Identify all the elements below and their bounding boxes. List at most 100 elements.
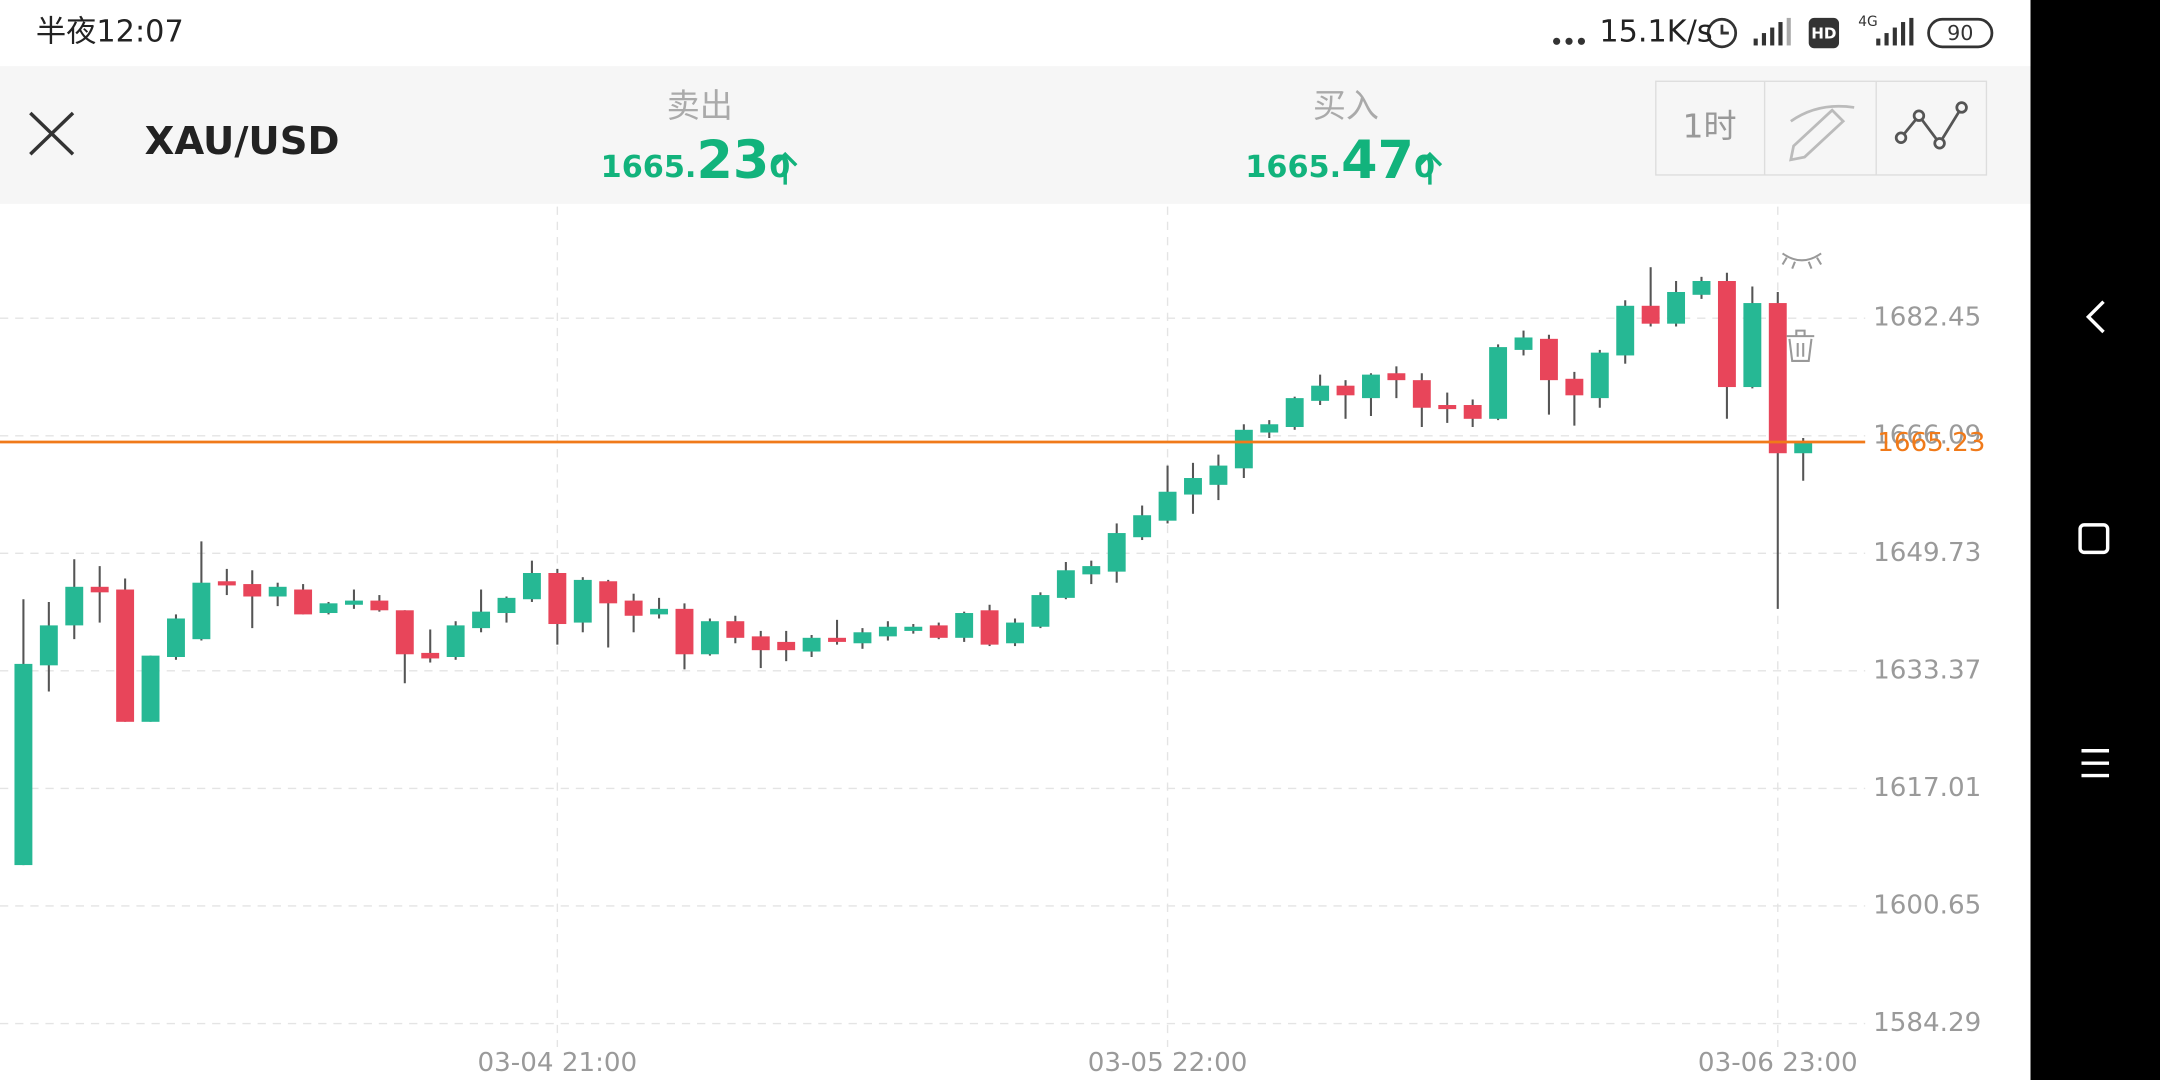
candle-body xyxy=(675,608,694,655)
candle-body xyxy=(1311,385,1330,401)
y-tick-label: 1617.01 xyxy=(1873,773,1981,803)
candle-body xyxy=(294,589,313,615)
candle-body xyxy=(1336,385,1355,396)
candle-body xyxy=(726,621,745,638)
x-tick-label: 03-05 22:00 xyxy=(1088,1048,1248,1078)
buy-price-main: 1665. xyxy=(1245,150,1341,185)
candle-body xyxy=(955,613,974,638)
hd-badge: HD xyxy=(1811,24,1836,42)
candle-body xyxy=(802,637,821,652)
candle-body xyxy=(1489,347,1508,419)
candle-body xyxy=(1234,429,1253,469)
candle-body xyxy=(217,581,236,586)
candle-body xyxy=(472,611,491,629)
candle-body xyxy=(650,608,669,615)
candle-body xyxy=(904,626,923,631)
candle-body xyxy=(243,584,262,597)
x-tick-label: 03-04 21:00 xyxy=(478,1048,638,1078)
line-tool[interactable] xyxy=(1899,106,1963,146)
candle-body xyxy=(39,625,58,666)
candle-body xyxy=(268,586,287,597)
candle-body xyxy=(1717,280,1736,388)
candle-body xyxy=(980,610,999,645)
candle-body xyxy=(1285,398,1304,428)
candle-body xyxy=(446,625,465,657)
delete-icon[interactable] xyxy=(1786,329,1815,362)
chart: 1584.29 1600.65 1617.01 1633.37 1649.73 1666.… xyxy=(0,206,1985,1078)
candle-body xyxy=(828,637,846,642)
period-button[interactable]: 1时 xyxy=(1683,107,1737,146)
candle-body xyxy=(878,626,897,637)
y-tick-label: 1682.45 xyxy=(1873,303,1981,333)
candle-body xyxy=(1006,622,1024,644)
current-price-label: 1665.23 xyxy=(1877,428,1985,458)
candle-body xyxy=(192,582,211,640)
sell-price-big: 23 xyxy=(696,130,769,191)
y-tick-label: 1600.65 xyxy=(1873,890,1981,920)
hide-icon[interactable] xyxy=(1781,252,1823,270)
candle-body xyxy=(1590,352,1609,399)
candle-body xyxy=(1031,595,1050,627)
candle-body xyxy=(751,636,770,651)
candle-body xyxy=(1133,515,1152,538)
candle-body xyxy=(1514,337,1533,350)
candle-body xyxy=(90,586,109,593)
candle-body xyxy=(14,663,33,866)
line-tool-node xyxy=(1894,131,1908,144)
net-speed: 15.1K/s xyxy=(1599,15,1712,50)
candle-body xyxy=(1362,374,1380,399)
candle-body xyxy=(395,610,414,655)
candle-body xyxy=(700,621,719,655)
y-tick-label: 1649.73 xyxy=(1873,538,1981,568)
candle-body xyxy=(1107,533,1126,572)
y-tick-label: 1633.37 xyxy=(1873,655,1981,685)
candle-body xyxy=(1641,305,1660,324)
y-tick-label: 1584.29 xyxy=(1873,1008,1981,1038)
candle-body xyxy=(624,600,643,616)
sell-arrow xyxy=(772,151,798,185)
candle-body xyxy=(1667,291,1686,324)
toolbar-frame xyxy=(1655,80,1988,176)
candle-body xyxy=(167,618,185,657)
candle-body xyxy=(853,632,872,644)
candle-body xyxy=(1565,378,1584,396)
candle-body xyxy=(1743,303,1762,388)
candle-body xyxy=(319,603,338,614)
toolbar xyxy=(1655,80,1988,176)
close-button[interactable] xyxy=(29,111,75,156)
symbol: XAU/USD xyxy=(145,119,340,164)
line-tool-node xyxy=(1955,101,1968,114)
candle-body xyxy=(1056,570,1075,598)
candle-body xyxy=(1794,441,1813,454)
nav-bar xyxy=(2030,0,2160,1080)
candle-body xyxy=(777,641,796,651)
candle-body xyxy=(522,573,541,600)
candle-body xyxy=(344,600,363,605)
candle-body xyxy=(929,625,948,638)
network-type: 4G xyxy=(1858,14,1877,30)
buy-label: 买入 xyxy=(1313,86,1379,125)
candle-body xyxy=(1768,303,1787,454)
nav-back[interactable] xyxy=(2085,300,2105,334)
draw-tool[interactable] xyxy=(1789,104,1855,162)
candle-body xyxy=(573,579,592,623)
candle-body xyxy=(548,573,567,625)
candle-body xyxy=(1438,405,1457,410)
buy-arrow xyxy=(1417,151,1443,185)
buy-price-big: 47 xyxy=(1341,130,1414,191)
candle-body xyxy=(1082,566,1101,575)
candle-body xyxy=(1539,338,1558,381)
y-tick-label: 1666.09 xyxy=(1873,420,1981,450)
candle-body xyxy=(116,589,135,722)
line-tool-node xyxy=(1912,109,1926,122)
candle-body xyxy=(1184,478,1202,495)
nav-home[interactable] xyxy=(2078,523,2110,555)
nav-menu[interactable] xyxy=(2081,749,2110,778)
candle-body xyxy=(497,597,516,614)
status-icons xyxy=(1553,17,1994,49)
candle-body xyxy=(599,581,618,604)
sell-price[interactable]: 1665.230 xyxy=(601,130,791,191)
clock: 半夜12:07 xyxy=(36,15,184,50)
candle-body xyxy=(370,600,389,611)
